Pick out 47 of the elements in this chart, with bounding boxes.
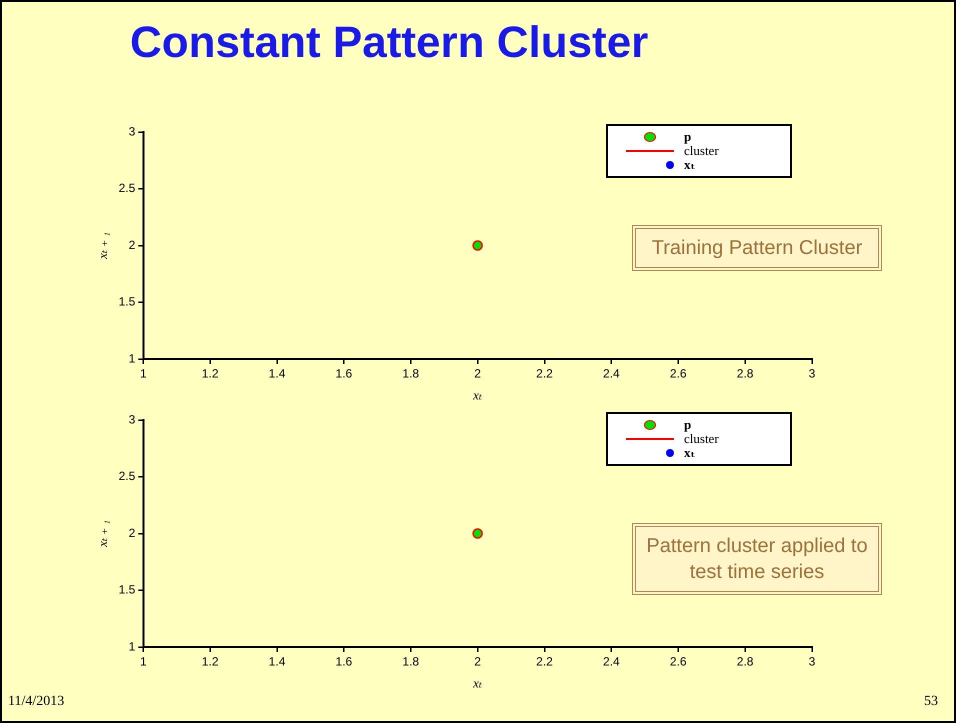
- x-tick-label: 1.8: [402, 654, 420, 669]
- text: 53: [924, 694, 938, 710]
- x-tick-label: 2.8: [736, 366, 754, 381]
- x-axis-title: xₜ: [472, 388, 483, 403]
- x-tick-label: 3: [808, 366, 816, 381]
- x-axis-title: xₜ: [472, 676, 483, 691]
- text: 11/4/2013: [8, 694, 64, 710]
- y-tick-label: 1: [128, 639, 136, 654]
- y-axis-title: xₜ ₊ ₁: [95, 232, 110, 260]
- x-tick-label: 2.4: [603, 654, 620, 669]
- legend-label: p: [684, 129, 692, 144]
- x-tick-label: 2.4: [603, 366, 620, 381]
- legend-label: xₜ: [684, 157, 696, 172]
- y-tick-label: 2.5: [118, 469, 136, 484]
- y-axis-title: xₜ ₊ ₁: [95, 520, 110, 548]
- x-tick-label: 2.6: [670, 654, 687, 669]
- x-tick-label: 2: [474, 654, 482, 669]
- y-tick-label: 1: [128, 351, 136, 366]
- x-tick-label: 1: [140, 366, 147, 381]
- x-tick-label: 2.2: [536, 654, 554, 669]
- x-tick-label: 2.2: [536, 366, 554, 381]
- legend-label: xₜ: [684, 445, 696, 460]
- y-tick-label: 3: [128, 412, 136, 426]
- y-tick-label: 2.5: [118, 181, 136, 196]
- legend-label: p: [684, 417, 692, 432]
- y-tick-label: 2: [128, 526, 136, 540]
- annotation: Pattern cluster applied to test time series: [632, 523, 882, 595]
- x-tick-label: 1.6: [336, 366, 353, 381]
- x-tick-label: 1.2: [202, 654, 219, 669]
- legend-label: cluster: [684, 143, 719, 158]
- legend-label: cluster: [684, 431, 719, 446]
- x-tick-label: 3: [808, 654, 816, 669]
- x-tick-label: 2.6: [670, 366, 687, 381]
- chart-title: Constant Pattern Cluster: [130, 18, 650, 68]
- x-tick-label: 1.4: [268, 654, 286, 669]
- annotation: Training Pattern Cluster: [632, 225, 882, 271]
- y-tick-label: 1.5: [118, 294, 136, 309]
- y-tick-label: 3: [128, 124, 136, 138]
- y-tick-label: 1.5: [118, 582, 136, 597]
- x-tick-label: 1.4: [268, 366, 286, 381]
- x-tick-label: 1: [140, 654, 147, 669]
- y-tick-label: 2: [128, 238, 136, 252]
- x-tick-label: 1.6: [336, 654, 353, 669]
- x-tick-label: 1.8: [402, 366, 420, 381]
- x-tick-label: 2: [474, 366, 482, 381]
- x-tick-label: 2.8: [736, 654, 754, 669]
- x-tick-label: 1.2: [202, 366, 219, 381]
